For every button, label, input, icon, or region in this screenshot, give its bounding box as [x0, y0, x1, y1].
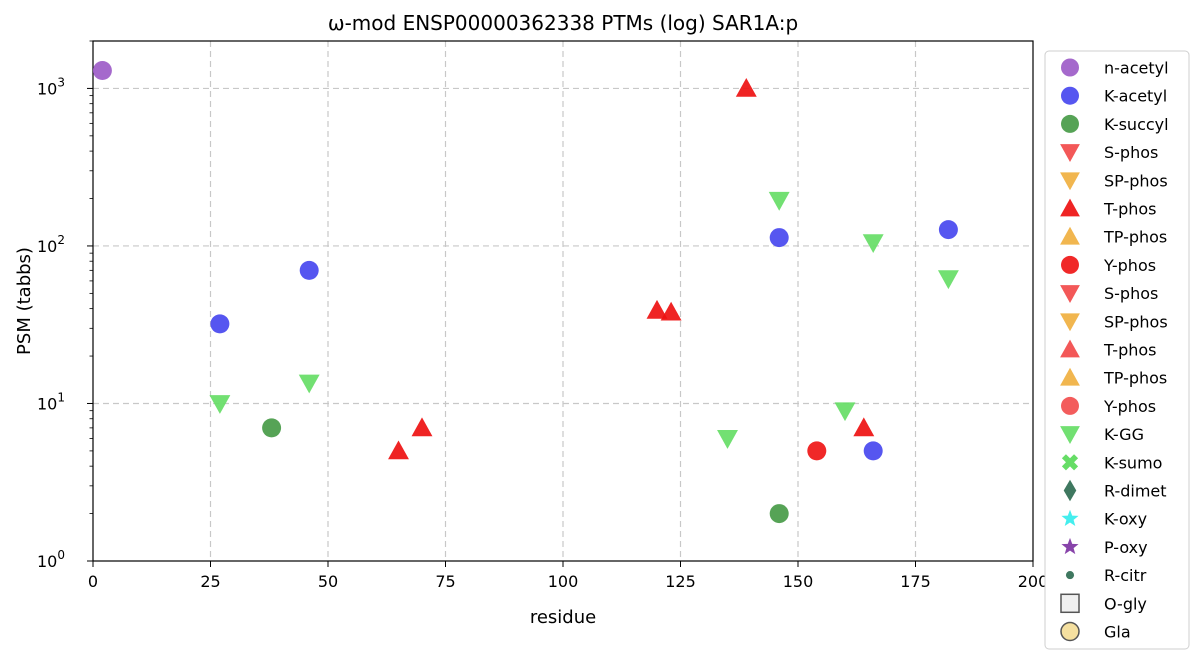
- y-axis-label: PSM (tabbs): [14, 247, 35, 355]
- data-point: [262, 418, 282, 438]
- data-point: [388, 440, 409, 460]
- legend-marker: [1060, 144, 1080, 162]
- legend-label: SP-phos: [1104, 312, 1168, 331]
- data-point: [298, 374, 320, 394]
- legend-marker: [1061, 537, 1079, 555]
- data-point: [853, 417, 875, 437]
- legend-label: R-citr: [1104, 566, 1147, 585]
- legend-label: T-phos: [1103, 200, 1157, 219]
- grid-lines: [93, 41, 1033, 561]
- data-point: [660, 301, 682, 321]
- legend-label: K-oxy: [1104, 510, 1147, 529]
- y-axis-ticks: 100 101 102 103: [37, 40, 93, 571]
- data-point: [862, 234, 884, 254]
- data-point: [938, 220, 958, 240]
- data-point: [717, 430, 738, 449]
- x-tick-label: 150: [783, 572, 814, 591]
- legend-label: K-GG: [1104, 425, 1144, 444]
- data-point: [210, 314, 230, 334]
- legend-label: K-acetyl: [1104, 87, 1167, 106]
- legend-marker: [1065, 571, 1075, 580]
- legend-marker: [1063, 479, 1077, 502]
- y-tick-label: 102: [37, 233, 65, 256]
- x-tick-label: 0: [88, 572, 98, 591]
- legend-label: Y-phos: [1103, 397, 1156, 416]
- legend-label: Gla: [1104, 623, 1131, 642]
- legend-label: K-succyl: [1104, 115, 1169, 134]
- data-point: [646, 299, 668, 319]
- legend-label: O-gly: [1104, 594, 1147, 613]
- x-axis-ticks: 0 25 50 75 100 125 150 175 200: [88, 561, 1048, 591]
- data-point: [209, 395, 231, 414]
- legend-marker: [1061, 396, 1079, 415]
- legend-label: S-phos: [1104, 284, 1158, 303]
- legend-marker: [1061, 58, 1079, 77]
- x-tick-label: 175: [900, 572, 931, 591]
- legend-marker: [1060, 339, 1080, 358]
- legend-marker: [1060, 367, 1080, 386]
- legend-label: TP-phos: [1103, 369, 1167, 388]
- data-point: [735, 77, 757, 97]
- data-points: [92, 60, 959, 524]
- x-tick-label: 200: [1018, 572, 1049, 591]
- y-tick-label: 101: [37, 390, 65, 413]
- legend-label: R-dimet: [1104, 482, 1167, 501]
- x-tick-label: 125: [665, 572, 696, 591]
- legend-marker: [1060, 198, 1080, 217]
- data-point: [937, 270, 959, 290]
- legend-marker: [1061, 509, 1079, 526]
- legend-label: TP-phos: [1103, 228, 1167, 247]
- data-point: [768, 191, 790, 211]
- data-point: [299, 260, 319, 280]
- data-point: [769, 228, 789, 248]
- legend: n-acetyl K-acetyl K-succyl S-phos SP-phos T-p…: [1044, 50, 1190, 650]
- legend-label: K-sumo: [1104, 453, 1162, 472]
- legend-marker: [1060, 313, 1080, 332]
- data-point: [863, 441, 883, 461]
- legend-marker: [1060, 226, 1080, 245]
- y-tick-label: 103: [37, 75, 65, 98]
- legend-marker: [1061, 454, 1079, 471]
- data-point: [92, 60, 112, 80]
- data-point: [834, 402, 856, 422]
- legend-marker: [1060, 593, 1080, 614]
- legend-label: S-phos: [1104, 143, 1158, 162]
- data-point: [807, 441, 827, 461]
- data-point: [411, 417, 433, 437]
- legend-marker: [1061, 255, 1079, 274]
- legend-label: T-phos: [1103, 341, 1157, 360]
- legend-label: n-acetyl: [1104, 59, 1169, 78]
- x-tick-label: 50: [318, 572, 338, 591]
- chart-title: ω-mod ENSP00000362338 PTMs (log) SAR1A:p: [328, 11, 798, 35]
- legend-marker: [1060, 285, 1080, 303]
- legend-marker: [1061, 86, 1079, 105]
- legend-label: P-oxy: [1104, 538, 1148, 557]
- legend-label: SP-phos: [1104, 171, 1168, 190]
- y-tick-label: 100: [37, 548, 65, 571]
- x-tick-label: 100: [548, 572, 579, 591]
- x-tick-label: 25: [200, 572, 220, 591]
- legend-marker: [1061, 114, 1079, 133]
- legend-label: Y-phos: [1103, 256, 1156, 275]
- legend-marker: [1060, 426, 1080, 444]
- legend-marker: [1060, 172, 1080, 191]
- x-tick-label: 75: [435, 572, 455, 591]
- legend-marker: [1060, 621, 1080, 642]
- x-axis-label: residue: [530, 607, 596, 628]
- data-point: [769, 504, 789, 524]
- legend-frame: [1044, 50, 1190, 650]
